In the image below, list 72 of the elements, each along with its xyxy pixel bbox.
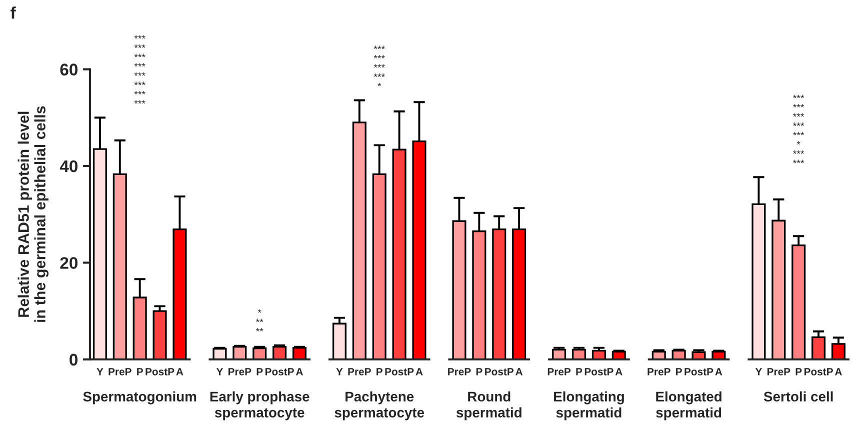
x-tick-label: Y: [336, 368, 343, 376]
x-axis-title: Sertoli cell: [764, 391, 833, 402]
x-tick-label: PreP: [108, 368, 132, 376]
annotation: ***: [793, 150, 804, 154]
annotation: ***: [134, 72, 146, 76]
x-tick-label: PreP: [348, 368, 371, 376]
x-tick-label: PreP: [767, 368, 790, 376]
annotation: *: [258, 309, 262, 313]
x-axis-title: Spermatogonium: [83, 391, 196, 404]
text: ***: [134, 35, 146, 39]
annotation: ***: [134, 90, 146, 94]
text: ***: [134, 63, 146, 66]
text: ***: [134, 44, 146, 48]
annotation: **: [256, 318, 264, 322]
annotation: **: [256, 328, 264, 332]
x-axis-title: Round spermatid: [456, 391, 522, 420]
x-tick-label: PreP: [548, 368, 571, 376]
x-tick-label: P: [676, 368, 682, 376]
x-tick-label: PostP: [146, 368, 174, 376]
x-tick-label: PostP: [584, 368, 614, 376]
x-tick-label: P: [137, 368, 143, 376]
text: ***: [374, 64, 385, 68]
chart-title: f: [10, 6, 16, 19]
annotation: ***: [793, 160, 804, 164]
y-tick-label: 20: [60, 257, 78, 269]
x-axis-title: Pachytene spermatocyte: [334, 391, 424, 420]
x-tick-label: P: [256, 368, 263, 376]
x-tick-label: PreP: [648, 368, 670, 376]
x-tick-label: P: [476, 368, 482, 376]
y-tick-label: 0: [70, 354, 78, 366]
bar: [332, 322, 346, 360]
x-axis-title: Elongated spermatid: [656, 391, 722, 420]
x-tick-label: A: [834, 368, 842, 376]
x-tick-label: PreP: [448, 368, 471, 376]
x-tick-label: PostP: [265, 368, 294, 376]
x-axis-title: Elongating spermatid: [554, 391, 624, 420]
annotation: ***: [793, 122, 804, 126]
annotation: *: [378, 82, 382, 86]
y-tick-label: 40: [60, 160, 78, 172]
y-axis-title: Relative RAD51 protein level in the germinal epithelial cells: [18, 106, 49, 322]
x-tick-label: PostP: [684, 368, 714, 376]
x-tick-label: PostP: [485, 368, 514, 376]
x-tick-label: P: [796, 368, 802, 376]
x-tick-label: P: [376, 368, 382, 376]
bar: [152, 310, 167, 360]
x-tick-label: PreP: [228, 368, 252, 376]
annotation: ***: [793, 104, 804, 108]
x-tick-label: Y: [755, 368, 762, 376]
annotation: ***: [793, 113, 804, 117]
annotation: *: [796, 141, 800, 145]
x-tick-label: A: [615, 368, 622, 376]
x-tick-label: Y: [216, 368, 224, 376]
y-tick-label: 60: [60, 64, 78, 76]
text: ***: [374, 54, 385, 58]
text: ***: [134, 54, 146, 58]
bar: [812, 336, 826, 360]
x-tick-label: A: [715, 368, 722, 376]
annotation: ***: [134, 82, 146, 86]
x-tick-label: PostP: [804, 368, 833, 376]
x-tick-label: Y: [96, 368, 104, 376]
x-tick-label: A: [416, 368, 423, 376]
annotation: ***: [793, 94, 804, 98]
annotation: ***: [793, 132, 804, 136]
x-tick-label: A: [296, 368, 303, 376]
x-tick-label: A: [516, 368, 523, 376]
x-tick-label: A: [176, 368, 184, 376]
annotation: ***: [374, 74, 385, 77]
x-tick-label: P: [576, 368, 582, 376]
annotation: ***: [134, 100, 146, 104]
x-tick-label: PostP: [385, 368, 414, 376]
text: ***: [374, 46, 385, 50]
x-axis-title: Early prophase spermatocyte: [210, 391, 310, 420]
